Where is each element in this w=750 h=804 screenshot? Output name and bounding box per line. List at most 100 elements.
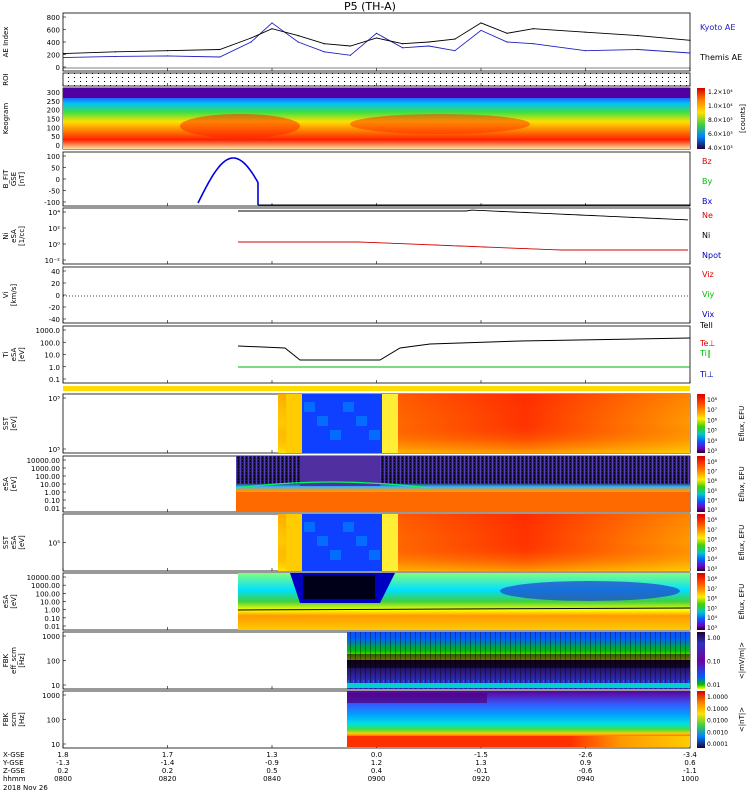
- ytick-esa_ion: 0.01: [44, 505, 60, 513]
- sst-ion-edge2: [286, 394, 302, 453]
- sst-el-edge2: [286, 514, 302, 571]
- esa-el-cbar-tick: 10⁶: [707, 596, 718, 603]
- ti-legend-1: Te⊥: [699, 339, 715, 348]
- ti-trace: [237, 337, 691, 361]
- fbk2-bottom-band: [347, 736, 690, 747]
- chart-title: P5 (TH-A): [344, 0, 396, 13]
- sst-el-colorbar: [697, 514, 705, 571]
- ae-point: [323, 51, 325, 53]
- esa-ion-cbar-tick: 10⁸: [707, 459, 718, 466]
- ytick-ni: 10⁻²: [45, 257, 61, 265]
- ae-point: [271, 22, 273, 24]
- ytick-sst_ion: 10⁵: [48, 395, 60, 403]
- keogram-top-band: [63, 88, 690, 98]
- sst-el-cbar-tick: 10⁴: [707, 556, 718, 563]
- ylabel-bfit: B_FIT: [2, 169, 10, 188]
- ytick-esa_el: 100.00: [36, 590, 61, 598]
- ytick-bfit: -50: [49, 188, 60, 196]
- ylabel-fbk2: FBK: [2, 712, 10, 726]
- ytick-sst_el: 10⁵: [48, 540, 60, 548]
- sst-ion-cbar-tick: 10⁵: [707, 428, 718, 435]
- ae-point: [375, 32, 378, 34]
- ylabel-vi: [km/s]: [10, 284, 18, 307]
- ytick-vi: 40: [51, 268, 60, 276]
- fbk2-cbar-tick: 1.0000: [707, 694, 728, 701]
- ytick-keogram: 50: [51, 133, 60, 141]
- footer-x-gse: 1.7: [162, 751, 173, 759]
- keogram-cbar-tick: 4.0×10³: [708, 145, 733, 152]
- ae-point: [637, 35, 639, 37]
- keogram-cbar-label: [counts]: [739, 104, 747, 133]
- ytick-bfit: -100: [44, 199, 60, 207]
- ylabel-ti: Ti: [2, 351, 10, 358]
- ae-point: [349, 45, 351, 47]
- ytick-fbk1: 1000: [42, 633, 60, 641]
- footer-row-label: Y-GSE: [2, 759, 24, 767]
- ae-point: [454, 38, 456, 40]
- footer-time: 0820: [159, 775, 177, 783]
- ytick-fbk1: 10: [51, 682, 60, 690]
- ae-point: [506, 41, 508, 43]
- fbk1-bottom: [347, 683, 690, 688]
- ylabel-ae: AE Index: [2, 27, 10, 58]
- sst-el-cbar-tick: 10⁸: [707, 517, 718, 524]
- footer-x-gse: -3.4: [683, 751, 697, 759]
- ytick-fbk1: 100: [47, 658, 60, 666]
- footer-x-gse: 1.3: [266, 751, 277, 759]
- keogram-cbar-tick: 1.2×10⁴: [708, 89, 733, 96]
- ytick-keogram: 200: [47, 107, 60, 115]
- footer-y-gse: 1.3: [475, 759, 486, 767]
- frame-ae: [62, 12, 691, 72]
- esa-ion-cbar-tick: 10⁷: [707, 469, 718, 476]
- mode-strip: [63, 386, 690, 391]
- legend-themis-ae: Themis AE: [699, 53, 742, 62]
- sst-ion-cell: [343, 402, 354, 412]
- ylabel-keogram: Keogram: [2, 103, 10, 134]
- ae-point: [166, 55, 169, 57]
- sst-el-cbar-tick: 10⁵: [707, 546, 718, 553]
- ytick-vi: -40: [49, 316, 60, 324]
- ytick-ti: 100.0: [40, 339, 60, 347]
- vi-legend-Vix: Vix: [702, 310, 715, 319]
- sst-ion-cbar-tick: 10⁷: [707, 407, 718, 414]
- footer-row-label: Z-GSE: [3, 767, 25, 775]
- footer-z-gse: 0.4: [371, 767, 383, 775]
- esa-el-cbar-tick: 10⁸: [707, 576, 718, 583]
- ytick-esa_el: 10000.00: [27, 574, 60, 582]
- ae-point: [250, 37, 252, 39]
- fbk2-cbar-label: <|nT|>: [738, 707, 746, 732]
- ylabel-esa_el: eSA: [2, 594, 10, 608]
- fbk1-cbar-tick: 0.10: [707, 659, 721, 666]
- sst-el-cell: [304, 522, 315, 532]
- sst-ion-cbar-label: Eflux, EFU: [738, 406, 746, 441]
- ytick-esa_ion: 10.00: [40, 481, 60, 489]
- ytick-esa_el: 0.01: [44, 623, 60, 631]
- ae-point: [428, 45, 430, 47]
- ae-point: [62, 52, 64, 55]
- ytick-fbk2: 1000: [42, 692, 60, 700]
- ylabel-sst_el: [eV]: [18, 535, 26, 550]
- ae-point: [454, 50, 456, 52]
- ytick-ti: 0.1: [49, 376, 60, 384]
- ytick-esa_ion: 10000.00: [27, 457, 60, 465]
- ni-legend-Ne: Ne: [702, 211, 713, 220]
- keogram-hot-2: [350, 114, 530, 134]
- footer-z-gse: -0.6: [579, 767, 593, 775]
- ae-point: [584, 31, 587, 33]
- bfit-legend-Bx: Bx: [702, 197, 712, 206]
- esa-ion-bottom: [236, 492, 690, 512]
- ytick-esa_ion: 1000.00: [31, 465, 60, 473]
- ne-trace: [238, 241, 688, 251]
- ae-point: [689, 39, 691, 41]
- ae-point: [114, 51, 116, 53]
- footer-z-gse: 0.2: [162, 767, 173, 775]
- ytick-vi: -20: [49, 304, 60, 312]
- ae-point: [584, 50, 587, 52]
- esa-el-cbar-tick: 10³: [707, 625, 718, 632]
- ylabel-esa_el: [eV]: [10, 594, 18, 609]
- ae-point: [166, 50, 169, 52]
- keogram-cbar-tick: 1.0×10⁴: [708, 103, 733, 110]
- fbk2-colorbar: [697, 691, 705, 748]
- footer-row-label: hhmm: [3, 775, 26, 783]
